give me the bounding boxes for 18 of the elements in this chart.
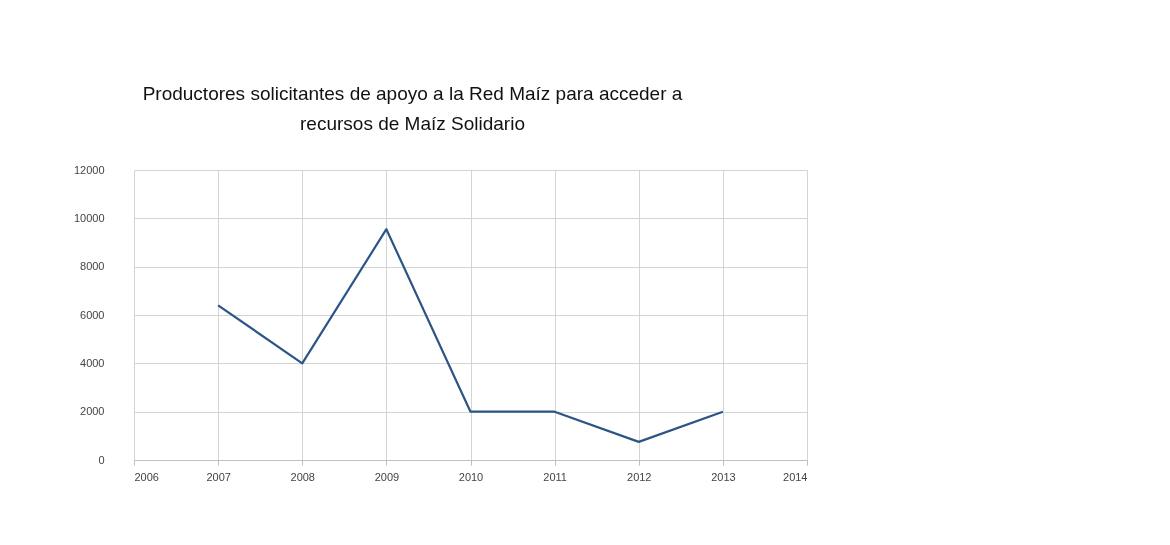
x-tick-label: 2013 — [711, 470, 736, 483]
x-tick-label: 2009 — [374, 470, 400, 483]
y-tick-label: 12000 — [73, 163, 105, 176]
x-tick-label: 2011 — [543, 470, 567, 483]
x-tick-label: 2006 — [134, 470, 159, 483]
x-tick-label: 2008 — [290, 470, 315, 483]
x-tick-label: 2012 — [627, 470, 652, 483]
y-tick-label: 8000 — [80, 260, 105, 273]
x-tick-label: 2007 — [206, 470, 231, 483]
chart-title: Productores solicitantes de apoyo a la Red Maíz para acceder a recursos de Maíz Solidario — [142, 83, 683, 134]
y-tick-label: 2000 — [80, 405, 105, 418]
x-tick-label: 2010 — [458, 470, 484, 483]
x-tick-label: 2014 — [783, 470, 808, 483]
y-tick-label: 6000 — [80, 308, 105, 321]
y-tick-label: 10000 — [73, 211, 105, 224]
y-tick-label: 0 — [98, 453, 105, 466]
line-series — [217, 228, 724, 443]
y-tick-label: 4000 — [80, 356, 105, 369]
